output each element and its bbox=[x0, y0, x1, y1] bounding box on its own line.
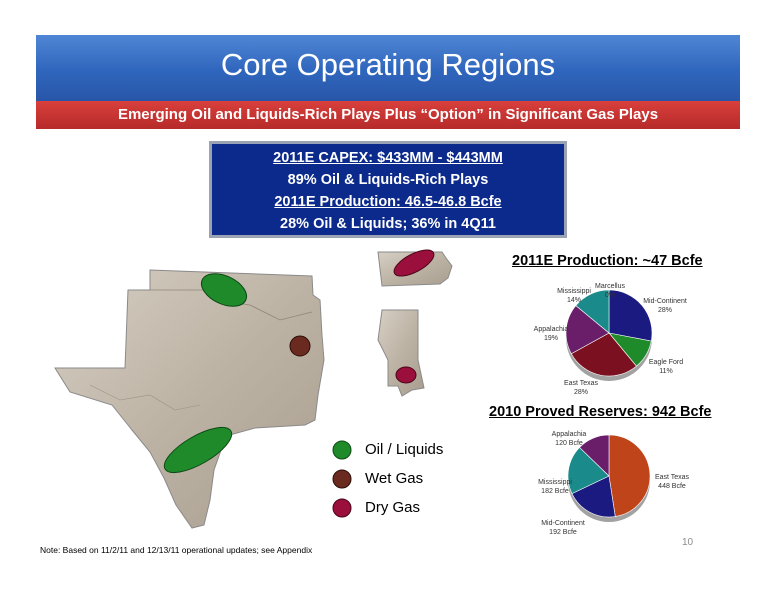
pie-label: Mississippi bbox=[557, 288, 591, 295]
page-subtitle: Emerging Oil and Liquids-Rich Plays Plus… bbox=[117, 106, 659, 123]
capex-detail-line: 89% Oil & Liquids-Rich Plays bbox=[287, 172, 489, 188]
pie-label: Appalachia bbox=[534, 326, 569, 333]
legend-oil-liquids-dot bbox=[332, 440, 352, 460]
page-title: Core Operating Regions bbox=[220, 47, 556, 82]
capex-line: 2011E CAPEX: $433MM - $443MM bbox=[273, 150, 503, 166]
oil-liquids-oval-south-texas bbox=[163, 426, 233, 474]
terrain-ridge bbox=[89, 384, 201, 411]
pie-label: East Texas bbox=[655, 474, 690, 481]
pie-value-label: 0% bbox=[605, 292, 615, 299]
pie-value-label: 448 Bcfe bbox=[658, 483, 686, 490]
pie-slice-east-texas bbox=[608, 434, 651, 517]
production-line: 2011E Production: 46.5-46.8 Bcfe bbox=[274, 194, 502, 210]
pie-label: Mid-Continent bbox=[643, 298, 687, 305]
legend-dry-gas-dot bbox=[332, 498, 352, 518]
pie-value-label: 28% bbox=[658, 307, 672, 314]
legend-dry-gas-label: Dry Gas bbox=[365, 499, 421, 516]
pie-label: Marcellus bbox=[595, 283, 625, 290]
footnote: Note: Based on 11/2/11 and 12/13/11 oper… bbox=[40, 545, 313, 555]
pie-label: Appalachia bbox=[552, 431, 587, 438]
pie-slice-appalachia bbox=[565, 305, 610, 355]
pie-label: Mississippi bbox=[538, 479, 572, 486]
page-number: 10 bbox=[682, 537, 694, 548]
pie-slice-appalachia bbox=[579, 434, 610, 477]
production-detail-line: 28% Oil & Liquids; 36% in 4Q11 bbox=[280, 216, 496, 232]
title-banner: Core Operating Regions bbox=[36, 35, 740, 101]
oil-liquids-oval-panhandle bbox=[200, 273, 248, 307]
legend-oil-liquids-label: Oil / Liquids bbox=[365, 441, 444, 458]
pie-slice-mississippi bbox=[567, 447, 610, 494]
subtitle-bar: Emerging Oil and Liquids-Rich Plays Plus… bbox=[36, 101, 740, 129]
pie-value-label: 14% bbox=[567, 297, 581, 304]
pie-value-label: 182 Bcfe bbox=[541, 488, 569, 495]
pie-value-label: 192 Bcfe bbox=[549, 529, 577, 536]
pie-slice-mid-continent bbox=[608, 289, 653, 342]
wet-gas-oval bbox=[289, 335, 311, 357]
reserves-pie: East Texas 448 Bcfe Mid-Continent 192 Bcfe M… bbox=[538, 431, 689, 536]
dry-gas-oval-pennsylvania bbox=[393, 249, 435, 277]
production-pie: Mid-Continent 28% Eagle Ford 11% East Texas 2… bbox=[534, 283, 687, 396]
summary-box: 2011E CAPEX: $433MM - $443MM 89% Oil & L… bbox=[209, 141, 567, 238]
production-chart-title: 2011E Production: ~47 Bcfe bbox=[512, 253, 703, 269]
pie-slice-east-texas bbox=[570, 332, 637, 377]
dry-gas-oval-mississippi bbox=[395, 366, 417, 384]
legend-wet-gas-label: Wet Gas bbox=[365, 470, 424, 487]
pie-slice-mid-continent bbox=[571, 475, 616, 518]
pie-value-label: 19% bbox=[544, 335, 558, 342]
pie-value-label: 11% bbox=[659, 368, 673, 375]
texas-oklahoma-map bbox=[54, 269, 325, 529]
reserves-chart-title: 2010 Proved Reserves: 942 Bcfe bbox=[489, 404, 712, 420]
pie-value-label: 120 Bcfe bbox=[555, 440, 583, 447]
mississippi-map bbox=[377, 309, 425, 397]
pie-value-label: 28% bbox=[574, 389, 588, 396]
pie-label: East Texas bbox=[564, 380, 599, 387]
pie-slice-mississippi bbox=[575, 289, 610, 334]
pie-label: Eagle Ford bbox=[649, 359, 683, 366]
pie-label: Mid-Continent bbox=[541, 520, 585, 527]
legend-wet-gas-dot bbox=[332, 469, 352, 489]
